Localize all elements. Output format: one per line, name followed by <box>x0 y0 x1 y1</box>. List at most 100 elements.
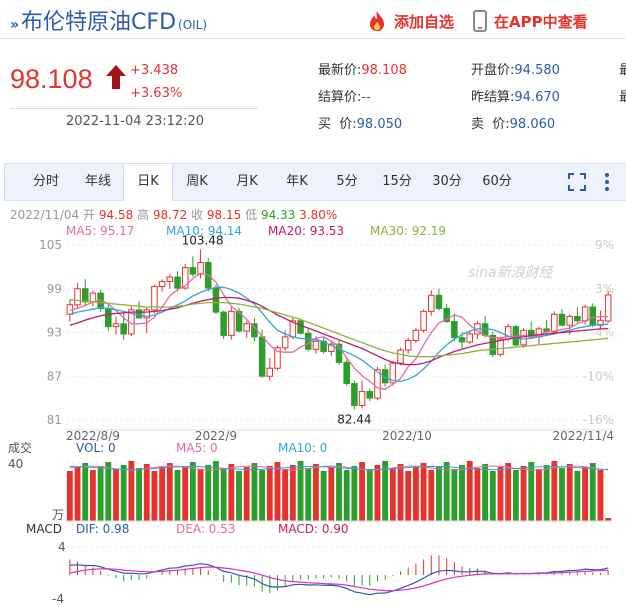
ma30-line <box>69 299 609 358</box>
tab-60min[interactable]: 60分 <box>482 174 512 189</box>
date-axis-label: 2022/10 <box>382 429 432 443</box>
ma5-line <box>69 272 609 391</box>
volume-bar <box>343 470 350 521</box>
volume-bar <box>266 466 273 521</box>
tab-30min[interactable]: 30分 <box>432 174 462 189</box>
instrument-symbol: (OIL) <box>178 18 208 32</box>
tab-intraday[interactable]: 分时 <box>32 174 59 189</box>
candle-body <box>197 262 204 275</box>
tab-5min[interactable]: 5分 <box>336 174 358 189</box>
ohlc-high: 98.72 <box>152 208 188 222</box>
candle-body <box>420 310 427 331</box>
volume-bar <box>359 462 365 521</box>
volume-bar <box>551 461 558 521</box>
candle-body <box>497 338 504 355</box>
candle-body <box>228 310 235 336</box>
macd-bottom-tick: -4 <box>52 592 64 606</box>
candle-body <box>151 286 158 311</box>
candle-body <box>266 367 274 377</box>
candle-body <box>312 340 320 350</box>
volume-bar <box>97 466 104 521</box>
candle-body <box>297 320 304 334</box>
tab-yearline[interactable]: 年线 <box>84 174 111 189</box>
candle-body <box>81 288 89 303</box>
add-watchlist-label: 添加自选 <box>394 12 455 31</box>
pct-tick-label: -16% <box>583 413 614 427</box>
cut-off-label-1: 最 <box>619 63 626 78</box>
candle-body <box>274 347 281 369</box>
volume-bar <box>559 468 565 521</box>
volume-bar <box>443 462 450 521</box>
macd-dif-line <box>69 563 609 596</box>
ask-price-row: 卖 价:98.060 <box>471 113 555 132</box>
cut-off-label-2: 最 <box>619 90 626 105</box>
candle-body <box>212 287 220 313</box>
header-actions: 添加自选 在APP中查看 <box>366 10 606 32</box>
candle-body <box>343 361 350 385</box>
volume-bar <box>289 465 296 521</box>
candle-body <box>435 294 443 309</box>
volume-ma10-label: MA10: 0 <box>278 441 327 455</box>
volume-bar <box>482 464 489 521</box>
tab-monthly-k[interactable]: 月K <box>236 174 258 189</box>
fullscreen-icon[interactable] <box>567 172 587 192</box>
view-in-app-label: 在APP中查看 <box>494 12 588 31</box>
tab-daily-k[interactable]: 日K <box>123 164 173 201</box>
settle-price-value: -- <box>361 90 371 105</box>
tab-15min[interactable]: 15分 <box>382 174 412 189</box>
ma10-line <box>69 286 609 383</box>
volume-bar <box>120 465 127 521</box>
price-tick-label: 87 <box>47 369 62 383</box>
volume-unit-label: 万 <box>52 508 64 522</box>
volume-bar <box>105 462 112 521</box>
volume-bar <box>405 471 412 521</box>
view-in-app-button[interactable]: 在APP中查看 <box>472 10 588 32</box>
candle-body <box>389 362 397 384</box>
tab-weekly-k[interactable]: 周K <box>186 174 208 189</box>
price-divider <box>10 108 258 109</box>
volume-bar <box>166 463 173 521</box>
volume-bar <box>589 463 596 521</box>
volume-bar <box>197 469 204 521</box>
candle-body <box>135 309 143 319</box>
volume-bar <box>328 467 335 521</box>
bid-price-value: 98.050 <box>356 117 403 132</box>
ma30-label: MA30: 92.19 <box>370 224 447 238</box>
chevron-icon: » <box>10 17 20 33</box>
tab-yearly-k[interactable]: 年K <box>286 174 308 189</box>
candle-body <box>74 288 81 306</box>
volume-bar <box>605 518 612 521</box>
volume-bar <box>136 468 142 521</box>
candle-body <box>320 340 327 352</box>
more-vertical-icon[interactable] <box>603 172 611 192</box>
volume-bar <box>282 469 289 521</box>
ohlc-high-label: 高 <box>137 208 150 222</box>
candle-body <box>143 309 151 319</box>
volume-bar <box>274 462 281 521</box>
kline-chart[interactable]: 105 9% 99 3% 93 -4% 87 -10% 81 -16% sina新浪财经 103.48… <box>0 201 626 607</box>
add-watchlist-button[interactable]: 添加自选 <box>366 10 454 32</box>
volume-bar <box>451 469 458 521</box>
ma20-line <box>69 296 609 366</box>
volume-ma5-line <box>69 465 609 471</box>
instrument-name: 布伦特原油CFD <box>21 10 177 35</box>
period-tabs: 分时 年线 日K 周K 月K 年K 5分 15分 30分 60分 <box>4 163 626 201</box>
volume-bar <box>436 466 442 521</box>
pct-tick-label: -10% <box>583 369 614 383</box>
price-change: +3.438 <box>130 63 179 78</box>
volume-bar <box>389 468 396 521</box>
ohlc-open: 94.58 <box>98 208 134 222</box>
volume-bar <box>366 469 373 521</box>
volume-bar <box>397 464 404 521</box>
candle-body <box>466 333 474 343</box>
candle-body <box>105 307 112 328</box>
candle-body <box>604 294 612 322</box>
candle-body <box>220 311 227 336</box>
ma10-label: MA10: 94.14 <box>166 224 243 238</box>
ohlc-date: 2022/11/04 <box>10 208 80 222</box>
ohlc-close-label: 收 <box>191 208 204 222</box>
volume-bar <box>305 468 312 521</box>
settle-price-label: 结算价: <box>318 90 362 105</box>
volume-tick-label: 40 <box>8 457 23 471</box>
candle-body <box>404 340 412 351</box>
